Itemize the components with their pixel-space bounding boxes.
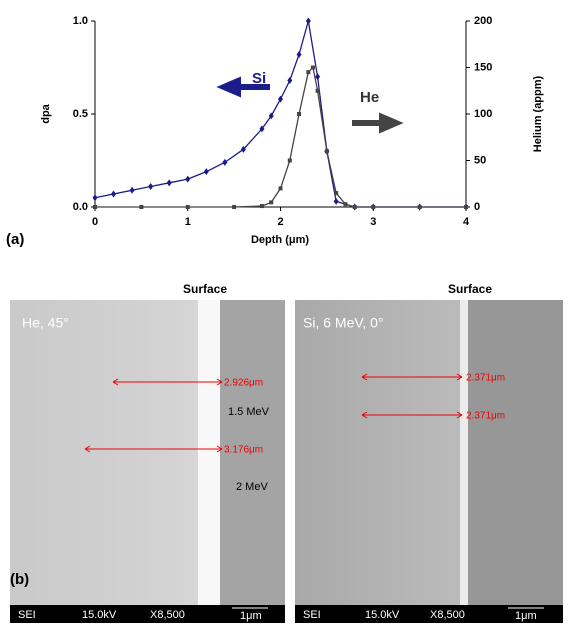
marker xyxy=(324,149,329,154)
marker xyxy=(278,186,283,191)
info: X8,500 xyxy=(150,609,185,621)
measure-arrow xyxy=(361,411,463,419)
series-label: He xyxy=(360,89,379,106)
info-bar xyxy=(10,605,285,623)
x-tick-label: 0 xyxy=(92,216,98,228)
y2-tick-label: 0 xyxy=(474,201,480,213)
info: X8,500 xyxy=(430,609,465,621)
surface-label: Surface xyxy=(183,282,227,296)
series-line xyxy=(94,20,466,208)
y2-tick-label: 150 xyxy=(474,61,492,73)
marker xyxy=(240,145,246,153)
substrate xyxy=(220,300,285,605)
marker xyxy=(92,194,98,202)
marker xyxy=(417,205,422,209)
substrate xyxy=(468,300,563,605)
marker xyxy=(315,73,321,81)
marker xyxy=(343,202,348,207)
y2-tick-label: 200 xyxy=(474,15,492,27)
marker xyxy=(93,205,97,209)
measurement: 2.371μm xyxy=(466,373,505,384)
surface-band xyxy=(198,300,220,605)
y-tick-label: 1.0 xyxy=(73,15,88,27)
panel-label: (a) xyxy=(6,231,24,248)
y-tick-label: 0.5 xyxy=(73,108,88,120)
x-tick-label: 1 xyxy=(185,216,191,228)
marker xyxy=(278,95,283,103)
marker xyxy=(352,205,357,209)
marker xyxy=(305,17,311,25)
info: 1μm xyxy=(515,610,537,622)
marker xyxy=(464,205,468,209)
arrow xyxy=(352,112,404,134)
arrow xyxy=(216,76,270,98)
annotation: 1.5 MeV xyxy=(228,406,270,418)
measurement: 2.926μm xyxy=(224,378,263,389)
measurement: 2.371μm xyxy=(466,411,505,422)
marker xyxy=(232,205,237,209)
panel-label: (b) xyxy=(10,571,29,588)
marker xyxy=(333,197,339,205)
info: 15.0kV xyxy=(82,609,117,621)
x-tick-label: 3 xyxy=(370,216,376,228)
marker xyxy=(259,125,265,133)
measurement: 3.176μm xyxy=(224,445,263,456)
marker xyxy=(296,50,302,58)
marker xyxy=(129,186,135,194)
y-axis-label: dpa xyxy=(40,103,52,123)
y-tick-label: 0.0 xyxy=(73,201,88,213)
marker xyxy=(287,77,293,85)
measure-arrow xyxy=(84,445,223,453)
y2-tick-label: 50 xyxy=(474,154,486,166)
marker xyxy=(185,175,191,183)
marker xyxy=(334,191,339,196)
marker xyxy=(287,158,292,163)
image-title: Si, 6 MeV, 0° xyxy=(303,315,384,331)
info: SEI xyxy=(303,609,321,621)
marker xyxy=(111,190,117,198)
marker xyxy=(222,158,228,166)
info: SEI xyxy=(18,609,36,621)
y2-tick-label: 100 xyxy=(474,108,492,120)
marker xyxy=(148,183,154,191)
series-label: Si xyxy=(252,70,266,87)
info: 1μm xyxy=(240,610,262,622)
marker xyxy=(306,70,311,75)
surface-band xyxy=(460,300,468,605)
x-axis-label: Depth (μm) xyxy=(251,234,309,246)
x-tick-label: 4 xyxy=(463,216,470,228)
marker xyxy=(310,65,315,70)
surface-label: Surface xyxy=(448,282,492,296)
marker xyxy=(268,112,274,120)
marker xyxy=(297,112,302,116)
info-bar xyxy=(295,605,563,623)
image-title: He, 45° xyxy=(22,315,69,331)
marker xyxy=(259,204,264,209)
marker xyxy=(185,205,190,209)
marker xyxy=(166,179,172,187)
measure-arrow xyxy=(361,373,463,381)
marker xyxy=(269,200,274,205)
x-tick-label: 2 xyxy=(277,216,283,228)
info: 15.0kV xyxy=(365,609,400,621)
marker xyxy=(371,205,376,209)
marker xyxy=(315,88,320,93)
marker xyxy=(203,168,209,176)
measure-arrow xyxy=(112,378,223,386)
annotation: 2 MeV xyxy=(236,481,268,493)
y2-axis-label: Helium (appm) xyxy=(532,75,544,152)
marker xyxy=(139,205,144,209)
